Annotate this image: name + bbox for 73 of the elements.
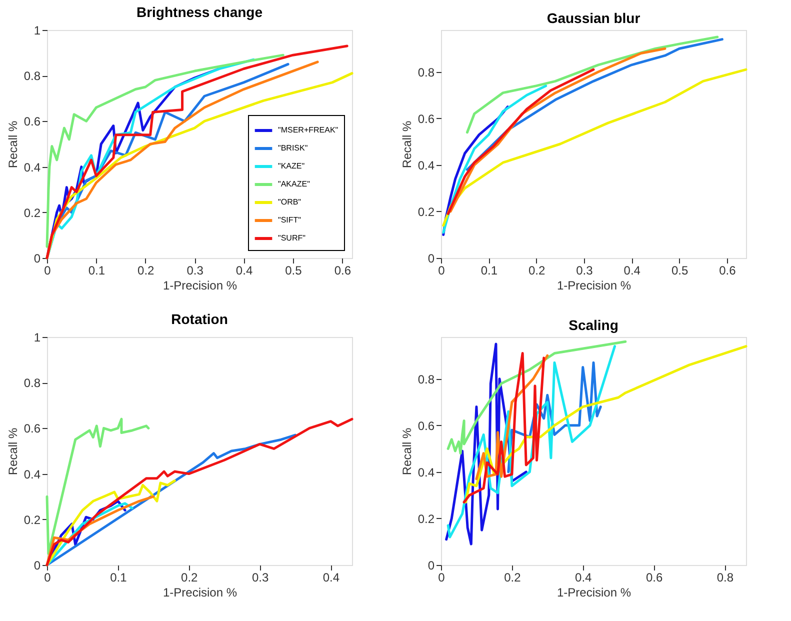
x-tick-label: 0 xyxy=(438,264,446,278)
x-tick-label: 0.3 xyxy=(252,570,269,584)
x-tick-label: 0.2 xyxy=(138,264,155,278)
legend-label: "AKAZE" xyxy=(278,180,310,188)
x-tick-label: 0.4 xyxy=(236,264,253,278)
y-axis-title: Recall % xyxy=(400,428,414,476)
legend-label: "KAZE" xyxy=(278,162,305,170)
line-series xyxy=(46,418,354,566)
x-tick-label: 0.4 xyxy=(322,570,340,584)
x-tick-label: 0.1 xyxy=(88,264,106,278)
y-tick-label: 0.6 xyxy=(24,422,41,436)
chart-title: Rotation xyxy=(171,311,228,327)
legend-label: "MSER+FREAK" xyxy=(278,126,338,134)
y-tick-label: 0.6 xyxy=(418,112,435,126)
chart-title: Gaussian blur xyxy=(546,10,641,26)
x-axis-title: 1-Precision % xyxy=(556,586,632,600)
y-tick-label: 1 xyxy=(34,24,41,38)
x-axis-title: 1-Precision % xyxy=(162,586,238,600)
line-series xyxy=(446,340,627,455)
line-series xyxy=(46,418,150,555)
y-tick-label: 0.6 xyxy=(24,114,41,129)
y-tick-label: 0.2 xyxy=(418,204,435,219)
y-tick-label: 0.8 xyxy=(24,69,41,84)
x-tick-label: 0.5 xyxy=(285,264,302,278)
x-tick-label: 0.1 xyxy=(110,570,128,584)
x-tick-label: 0 xyxy=(44,264,52,278)
legend-label: "SIFT" xyxy=(278,216,302,224)
y-tick-label: 1 xyxy=(34,330,41,344)
y-axis-title: Recall % xyxy=(6,428,20,476)
legend-label: "BRISK" xyxy=(278,144,308,152)
y-tick-label: 0.2 xyxy=(24,512,41,527)
y-tick-label: 0.4 xyxy=(24,467,41,482)
x-tick-label: 0.6 xyxy=(719,264,736,278)
x-tick-label: 0.2 xyxy=(504,570,522,584)
x-tick-label: 0 xyxy=(44,570,52,584)
y-tick-label: 0.4 xyxy=(418,158,435,172)
line-series xyxy=(446,68,595,216)
y-tick-label: 0.8 xyxy=(418,65,435,80)
y-tick-label: 0.6 xyxy=(418,418,435,433)
x-axis-title: 1-Precision % xyxy=(162,278,238,292)
y-tick-label: 0.8 xyxy=(24,376,41,390)
y-tick-label: 0 xyxy=(428,252,435,266)
x-tick-label: 0.4 xyxy=(624,264,641,278)
line-series xyxy=(466,36,719,134)
legend-label: "ORB" xyxy=(278,198,302,206)
y-axis-title: Recall % xyxy=(6,120,20,168)
x-tick-label: 0.2 xyxy=(528,264,546,278)
x-tick-label: 0.2 xyxy=(181,570,198,584)
line-series xyxy=(46,479,176,566)
legend-label: "SURF" xyxy=(278,234,306,242)
y-tick-label: 0.2 xyxy=(418,512,435,526)
y-tick-label: 0.8 xyxy=(418,372,435,386)
x-tick-label: 0.1 xyxy=(480,264,498,278)
y-tick-label: 0 xyxy=(34,558,41,572)
x-tick-label: 0.5 xyxy=(671,264,688,278)
x-tick-label: 0.6 xyxy=(646,570,663,584)
y-tick-label: 0.2 xyxy=(24,206,41,220)
x-axis-title: 1-Precision % xyxy=(556,278,632,292)
chart-title: Brightness change xyxy=(136,4,263,20)
line-series xyxy=(462,352,546,504)
x-tick-label: 0.3 xyxy=(576,264,594,278)
y-tick-label: 0.4 xyxy=(418,465,435,480)
y-tick-label: 0 xyxy=(428,558,435,572)
x-tick-label: 0.8 xyxy=(716,570,734,584)
x-tick-label: 0.4 xyxy=(575,570,592,584)
x-tick-label: 0 xyxy=(438,570,446,584)
chart-title: Scaling xyxy=(568,317,618,333)
y-tick-label: 0.4 xyxy=(24,160,41,174)
y-tick-label: 0 xyxy=(34,252,41,266)
line-series xyxy=(442,68,748,227)
x-tick-label: 0.3 xyxy=(186,264,204,278)
y-axis-title: Recall % xyxy=(400,120,414,168)
x-tick-label: 0.6 xyxy=(334,264,352,278)
